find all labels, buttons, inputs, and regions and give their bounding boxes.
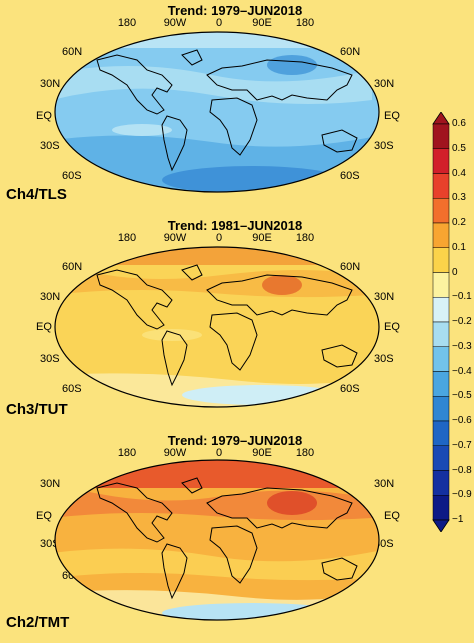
- colorbar-segment: [432, 222, 450, 248]
- lat-label: EQ: [36, 110, 52, 122]
- lat-label: 30N: [374, 291, 395, 303]
- panel-tls: Trend: 1979–JUN2018 180 90W 0 90E 180 60…: [0, 0, 420, 210]
- colorbar-tick-label: 0.6: [452, 118, 466, 129]
- lon-label: 180: [295, 447, 315, 459]
- colorbar-segment: [432, 371, 450, 397]
- colorbar-tick-label: −0.8: [452, 464, 472, 476]
- panel-title: Trend: 1979–JUN2018: [167, 433, 303, 448]
- lon-label: 90W: [163, 232, 187, 244]
- lat-label: 60N: [340, 46, 361, 58]
- lat-label: 30N: [40, 78, 61, 90]
- lat-label: 60S: [62, 383, 82, 395]
- colorbar-tick-label: −0.1: [452, 291, 472, 303]
- colorbar-segment: [432, 470, 450, 496]
- lat-label: EQ: [384, 321, 400, 333]
- colorbar-segment: [432, 173, 450, 199]
- tls-trend-map: [54, 31, 380, 193]
- colorbar-tick-label: 0.3: [452, 192, 466, 204]
- tut-trend-map: [54, 246, 380, 408]
- lon-label: 90W: [163, 17, 187, 29]
- colorbar-tick-label: 0.4: [452, 167, 466, 179]
- colorbar-tick-label: 0.2: [452, 217, 466, 228]
- lat-label: 60N: [62, 46, 83, 58]
- colorbar-tick-label: 0: [452, 266, 458, 278]
- colorbar-tick-label: −0.5: [452, 390, 472, 402]
- panel-tmt: Trend: 1979–JUN2018 180 90W 0 90E 180 30…: [0, 430, 420, 643]
- colorbar-segment: [432, 495, 450, 521]
- lon-label: 90E: [252, 17, 272, 29]
- colorbar-tick-label: 0.1: [452, 241, 466, 253]
- lon-label: 180: [117, 17, 137, 29]
- lat-label: 30N: [40, 478, 61, 490]
- lat-label: 30N: [40, 291, 61, 303]
- lat-label: EQ: [36, 510, 52, 522]
- colorbar-segment: [432, 247, 450, 273]
- tmt-trend-map: [54, 459, 380, 621]
- panel-tut: Trend: 1981–JUN2018 180 90W 0 90E 180 60…: [0, 215, 420, 430]
- colorbar-segment: [432, 321, 450, 347]
- colorbar-segment: [432, 346, 450, 372]
- lat-label: 30S: [40, 353, 60, 365]
- colorbar-segment: [432, 420, 450, 446]
- colorbar-segment: [432, 396, 450, 422]
- colorbar-tick-label: −0.4: [452, 365, 472, 377]
- lat-label: 60N: [340, 261, 361, 273]
- channel-label: Ch4/TLS: [6, 186, 67, 203]
- colorbar-tick-label: 0.5: [452, 142, 466, 154]
- channel-label: Ch3/TUT: [6, 401, 68, 418]
- lat-label: EQ: [384, 110, 400, 122]
- lat-label: EQ: [384, 510, 400, 522]
- lon-label: 0: [215, 17, 223, 29]
- lat-label: 30S: [374, 353, 394, 365]
- colorbar-tick-label: −1: [452, 514, 464, 525]
- colorbar-segment: [432, 445, 450, 471]
- colorbar-max-arrow: [432, 112, 450, 125]
- lon-label: 90E: [252, 232, 272, 244]
- lon-label: 0: [215, 447, 223, 459]
- lat-label: 30N: [374, 478, 395, 490]
- lon-label: 180: [295, 232, 315, 244]
- colorbar-tick-label: −0.3: [452, 340, 472, 352]
- colorbar-min-arrow: [432, 519, 450, 532]
- panel-title: Trend: 1981–JUN2018: [167, 218, 303, 233]
- lat-label: 60S: [340, 383, 360, 395]
- colorbar-segment: [432, 198, 450, 224]
- colorbar-segment: [432, 297, 450, 323]
- lat-label: 30N: [374, 78, 395, 90]
- lat-label: 60N: [62, 261, 83, 273]
- colorbar-tick-label: −0.6: [452, 415, 472, 426]
- colorbar-tick-label: −0.7: [452, 439, 472, 451]
- lat-label: 60S: [62, 170, 82, 182]
- colorbar-tick-label: −0.9: [452, 489, 472, 501]
- lat-label: 60S: [340, 170, 360, 182]
- panel-title: Trend: 1979–JUN2018: [167, 3, 303, 18]
- colorbar-segment: [432, 272, 450, 298]
- colorbar-segment: [432, 148, 450, 174]
- colorbar-tick-label: −0.2: [452, 316, 472, 327]
- channel-label: Ch2/TMT: [6, 614, 70, 631]
- lon-label: 180: [117, 447, 137, 459]
- lat-label: 30S: [374, 140, 394, 152]
- lon-label: 0: [215, 232, 223, 244]
- colorbar: [432, 112, 450, 532]
- lon-label: 90E: [252, 447, 272, 459]
- lat-label: EQ: [36, 321, 52, 333]
- lat-label: 30S: [40, 140, 60, 152]
- lon-label: 180: [117, 232, 137, 244]
- lon-label: 90W: [163, 447, 187, 459]
- colorbar-segment: [432, 123, 450, 149]
- lon-label: 180: [295, 17, 315, 29]
